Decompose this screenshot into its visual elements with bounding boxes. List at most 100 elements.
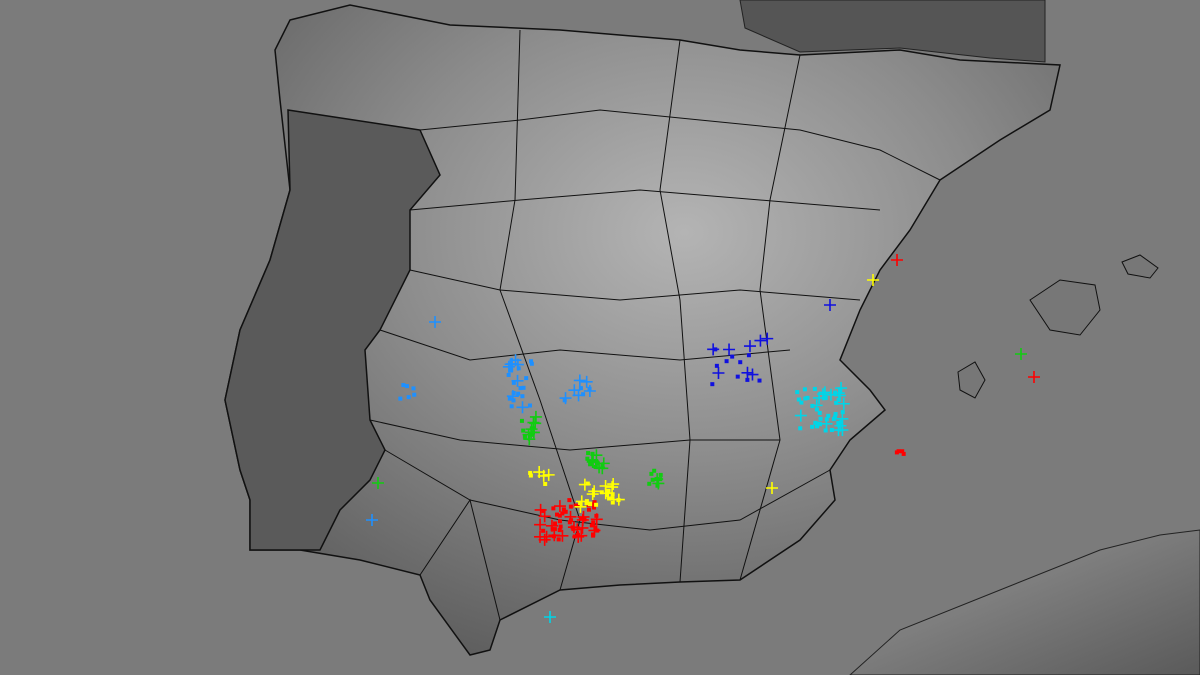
lightning-strike bbox=[761, 332, 774, 345]
lightning-strike bbox=[816, 421, 821, 426]
lightning-strike bbox=[520, 394, 525, 399]
lightning-strike bbox=[820, 417, 833, 430]
lightning-strike bbox=[794, 409, 807, 422]
lightning-strike bbox=[507, 396, 512, 401]
lightning-strike bbox=[738, 360, 743, 365]
lightning-strike bbox=[525, 426, 538, 439]
lightning-strike bbox=[605, 492, 610, 497]
lightning-strike bbox=[813, 391, 826, 404]
lightning-strike bbox=[516, 391, 521, 396]
lightning-strike bbox=[529, 417, 542, 430]
lightning-strike bbox=[583, 384, 596, 397]
africa bbox=[849, 529, 1200, 675]
lightning-strike bbox=[580, 375, 593, 388]
lightning-strike bbox=[537, 469, 550, 482]
lightning-strike bbox=[589, 523, 594, 528]
lightning-strike bbox=[506, 372, 511, 377]
lightning-strike bbox=[575, 532, 580, 537]
lightning-strike bbox=[813, 420, 818, 425]
lightning-strike bbox=[557, 513, 562, 518]
lightning-strike bbox=[411, 386, 416, 391]
lightning-strike bbox=[552, 527, 557, 532]
lightning-strike bbox=[412, 392, 417, 397]
lightning-strike bbox=[573, 503, 578, 508]
lightning-strike bbox=[832, 424, 845, 437]
lightning-strike bbox=[366, 514, 378, 526]
lightning-strike bbox=[650, 477, 655, 482]
border bbox=[409, 269, 861, 301]
lightning-strike bbox=[508, 368, 513, 373]
lightning-strike bbox=[585, 453, 598, 466]
lightning-strike bbox=[557, 528, 562, 533]
lightning-strike bbox=[595, 461, 600, 466]
lightning-strike bbox=[836, 397, 841, 402]
lightning-strike bbox=[404, 384, 409, 389]
lightning-strike bbox=[521, 385, 526, 390]
lightning-strike bbox=[836, 420, 841, 425]
lightning-strike bbox=[743, 340, 756, 353]
lightning-strike bbox=[588, 485, 601, 498]
lightning-strike bbox=[586, 488, 599, 501]
lightning-strike bbox=[574, 500, 587, 513]
lightning-strike bbox=[612, 493, 625, 506]
lightning-strike bbox=[829, 428, 834, 433]
lightning-strike bbox=[591, 520, 596, 525]
lightning-strike bbox=[578, 386, 583, 391]
border bbox=[419, 498, 501, 621]
ibiza bbox=[957, 361, 986, 399]
lightning-strike bbox=[900, 449, 905, 454]
lightning-strike bbox=[817, 410, 822, 415]
lightning-strike bbox=[556, 537, 561, 542]
lightning-strike bbox=[516, 401, 529, 414]
lightning-strike bbox=[586, 451, 591, 456]
lightning-strike bbox=[587, 507, 592, 512]
lightning-strike bbox=[901, 451, 906, 456]
lightning-strike bbox=[529, 359, 534, 364]
lightning-strike bbox=[803, 396, 808, 401]
lightning-strike bbox=[812, 386, 817, 391]
lightning-strike bbox=[561, 507, 566, 512]
lightning-strike bbox=[766, 482, 778, 494]
lightning-strike bbox=[577, 510, 590, 523]
border bbox=[739, 54, 801, 581]
lightning-strike bbox=[802, 387, 807, 392]
lightning-strike bbox=[712, 367, 725, 380]
lightning-strike bbox=[542, 468, 555, 481]
lightning-strike bbox=[652, 477, 665, 490]
lightning-strike bbox=[795, 390, 800, 395]
lightning-strike bbox=[647, 481, 652, 486]
lightning-strike bbox=[528, 473, 533, 478]
lightning-strike bbox=[724, 359, 729, 364]
lightning-strike bbox=[519, 418, 524, 423]
lightning-strike bbox=[823, 395, 828, 400]
lightning-strike bbox=[610, 496, 615, 501]
lightning-strike bbox=[799, 400, 804, 405]
lightning-strike bbox=[723, 343, 736, 356]
lightning-strike bbox=[710, 382, 715, 387]
lightning-strike bbox=[528, 470, 533, 475]
lightning-strike bbox=[429, 316, 441, 328]
lightning-strike bbox=[1028, 371, 1040, 383]
lightning-strike bbox=[587, 455, 600, 468]
lightning-strike bbox=[810, 424, 815, 429]
lightning-strike bbox=[831, 416, 836, 421]
lightning-strike bbox=[557, 519, 562, 524]
lightning-strike bbox=[544, 611, 556, 623]
lightning-strike bbox=[867, 274, 879, 286]
lightning-strike bbox=[543, 482, 548, 487]
lightning-strike bbox=[529, 361, 534, 366]
lightning-strike bbox=[573, 374, 586, 387]
lightning-strike bbox=[610, 492, 615, 497]
lightning-strike bbox=[524, 376, 529, 381]
lightning-strike bbox=[538, 510, 551, 523]
lightning-strike bbox=[607, 478, 620, 491]
lightning-strike bbox=[538, 533, 551, 546]
lightning-strike bbox=[522, 434, 527, 439]
lightning-strike bbox=[593, 525, 598, 530]
border bbox=[419, 109, 941, 181]
lightning-strike bbox=[511, 358, 524, 371]
lightning-strike bbox=[563, 509, 568, 514]
lightning-strike bbox=[541, 508, 546, 513]
lightning-strike bbox=[522, 428, 535, 441]
